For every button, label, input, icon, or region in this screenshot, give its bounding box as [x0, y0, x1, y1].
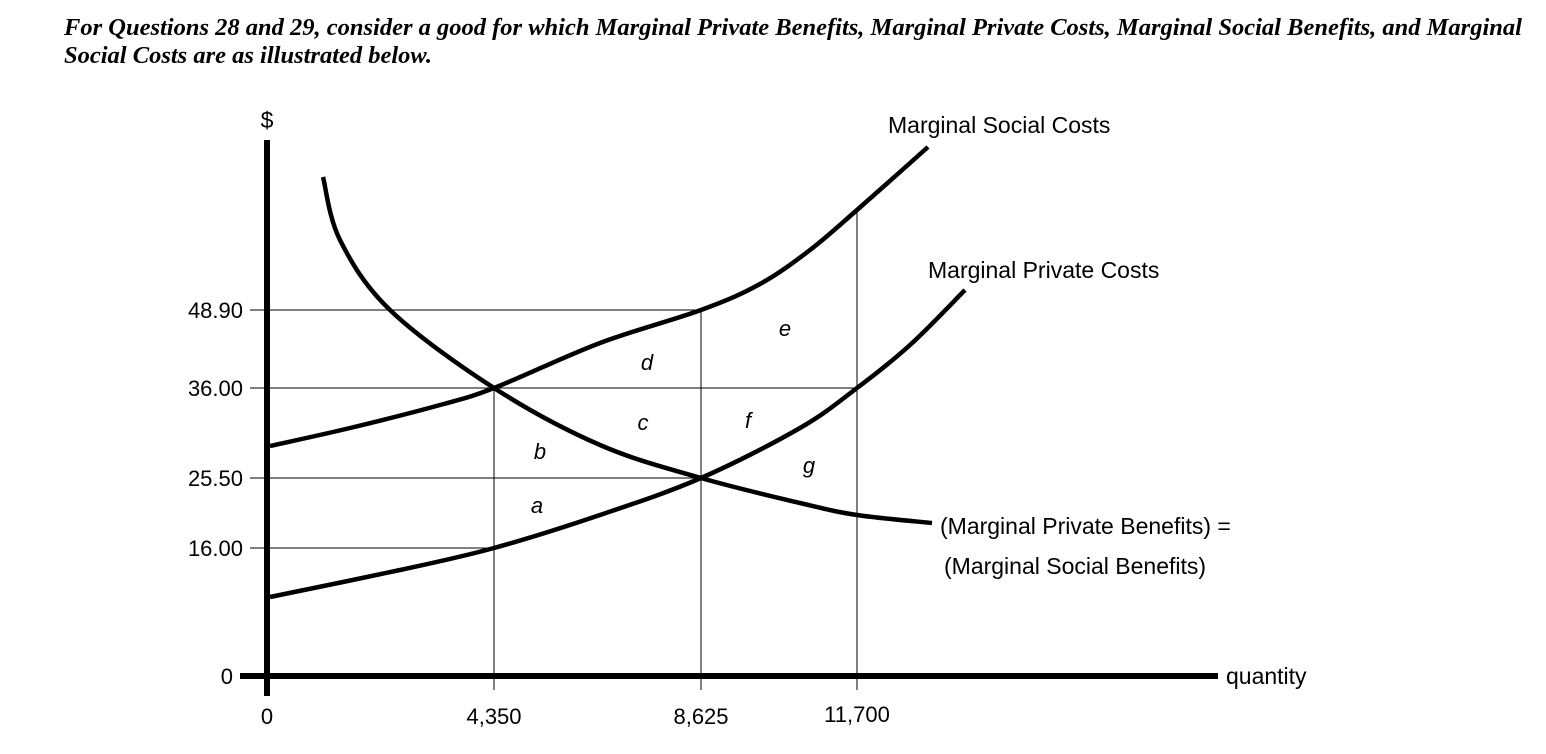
region-label-e: e — [779, 316, 791, 341]
mpc-label: Marginal Private Costs — [928, 257, 1159, 283]
x-tick-label: 11,700 — [824, 702, 890, 727]
y-tick-label: 16.00 — [188, 536, 243, 561]
mpb-curve — [320, 176, 933, 526]
y-axis-label: $ — [261, 107, 274, 133]
region-label-a: a — [531, 493, 543, 518]
x-axis-label: quantity — [1226, 663, 1307, 689]
region-label-c: c — [638, 410, 649, 435]
mpb-label-line2: (Marginal Social Benefits) — [944, 553, 1206, 579]
region-label-b: b — [534, 439, 546, 464]
y-tick-label: 48.90 — [188, 298, 243, 323]
mpc-curve — [269, 288, 967, 600]
region-label-g: g — [803, 453, 816, 478]
y-tick-label: 25.50 — [188, 466, 243, 491]
reference-lines — [250, 210, 858, 690]
y-tick-label: 36.00 — [188, 376, 243, 401]
region-label-d: d — [641, 350, 654, 375]
question-text: For Questions 28 and 29, consider a good… — [64, 14, 1522, 69]
x-tick-label: 8,625 — [673, 704, 728, 729]
x-tick-label: 4,350 — [466, 704, 521, 729]
mpb-label-line1: (Marginal Private Benefits) = — [940, 513, 1231, 539]
msc-curve — [269, 145, 930, 449]
y-tick-label: 0 — [221, 664, 233, 689]
region-label-f: f — [745, 408, 754, 433]
x-tick-label: 0 — [261, 704, 273, 729]
msc-label: Marginal Social Costs — [888, 112, 1110, 138]
